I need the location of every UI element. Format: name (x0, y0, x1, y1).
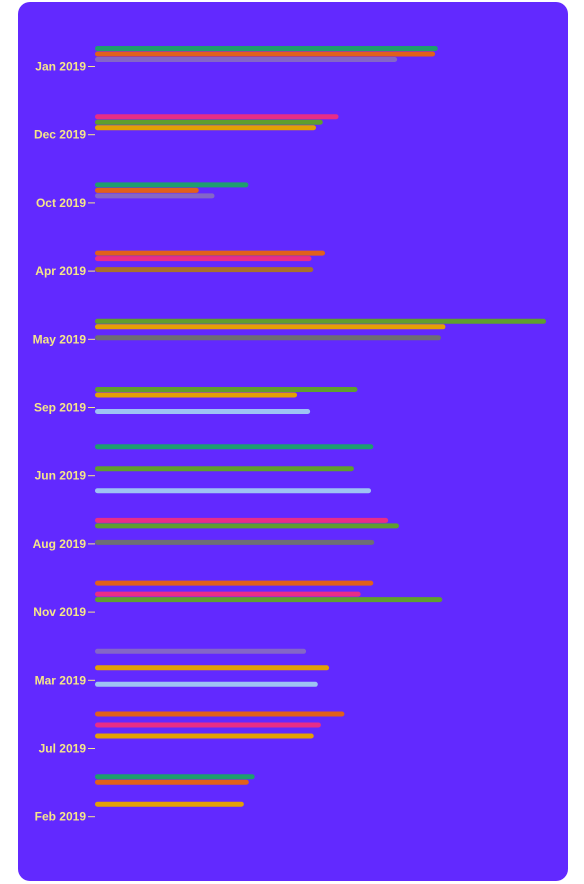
bar[interactable] (95, 392, 298, 398)
bar[interactable] (95, 711, 345, 717)
y-tick-label: May 2019 (33, 332, 87, 346)
bar[interactable] (95, 182, 249, 188)
bar[interactable] (95, 119, 323, 125)
y-tick-label: Mar 2019 (35, 673, 87, 687)
y-tick-label: Jan 2019 (35, 60, 86, 74)
bar[interactable] (95, 51, 436, 57)
bar[interactable] (95, 681, 318, 687)
bar[interactable] (95, 591, 361, 597)
bar-series (95, 46, 546, 807)
y-tick-label: Nov 2019 (33, 605, 86, 619)
bar[interactable] (95, 187, 199, 193)
y-tick-label: Oct 2019 (36, 196, 86, 210)
bar[interactable] (95, 335, 441, 341)
y-tick-label: Aug 2019 (33, 537, 87, 551)
y-axis-ticks: Jan 2019 Dec 2019 Oct 2019 Apr 2019 May 2019… (33, 60, 95, 824)
bar[interactable] (95, 523, 399, 529)
bar[interactable] (95, 488, 372, 494)
bar[interactable] (95, 324, 446, 330)
y-tick-label: Apr 2019 (35, 264, 86, 278)
bar[interactable] (95, 722, 321, 728)
bar[interactable] (95, 387, 358, 392)
bar[interactable] (95, 665, 330, 671)
bar[interactable] (95, 409, 311, 414)
bar[interactable] (95, 580, 374, 586)
bar[interactable] (95, 779, 249, 785)
bar[interactable] (95, 57, 398, 62)
y-tick-label: Jul 2019 (39, 742, 87, 756)
y-tick-label: Dec 2019 (34, 128, 86, 142)
y-tick-label: Jun 2019 (35, 469, 87, 483)
bar[interactable] (95, 267, 314, 273)
bar[interactable] (95, 114, 339, 120)
bar[interactable] (95, 250, 326, 256)
y-tick-label: Sep 2019 (34, 401, 86, 415)
bar[interactable] (95, 46, 438, 51)
bar[interactable] (95, 444, 374, 450)
bar[interactable] (95, 597, 443, 603)
bar[interactable] (95, 256, 312, 262)
bar[interactable] (95, 539, 375, 545)
bar[interactable] (95, 517, 389, 523)
bar[interactable] (95, 466, 354, 472)
bar[interactable] (95, 774, 255, 780)
bar[interactable] (95, 193, 215, 199)
bar[interactable] (95, 801, 244, 807)
y-tick-label: Feb 2019 (35, 810, 87, 824)
bar[interactable] (95, 318, 546, 324)
bar[interactable] (95, 648, 307, 654)
bar[interactable] (95, 733, 314, 739)
bar[interactable] (95, 125, 316, 131)
